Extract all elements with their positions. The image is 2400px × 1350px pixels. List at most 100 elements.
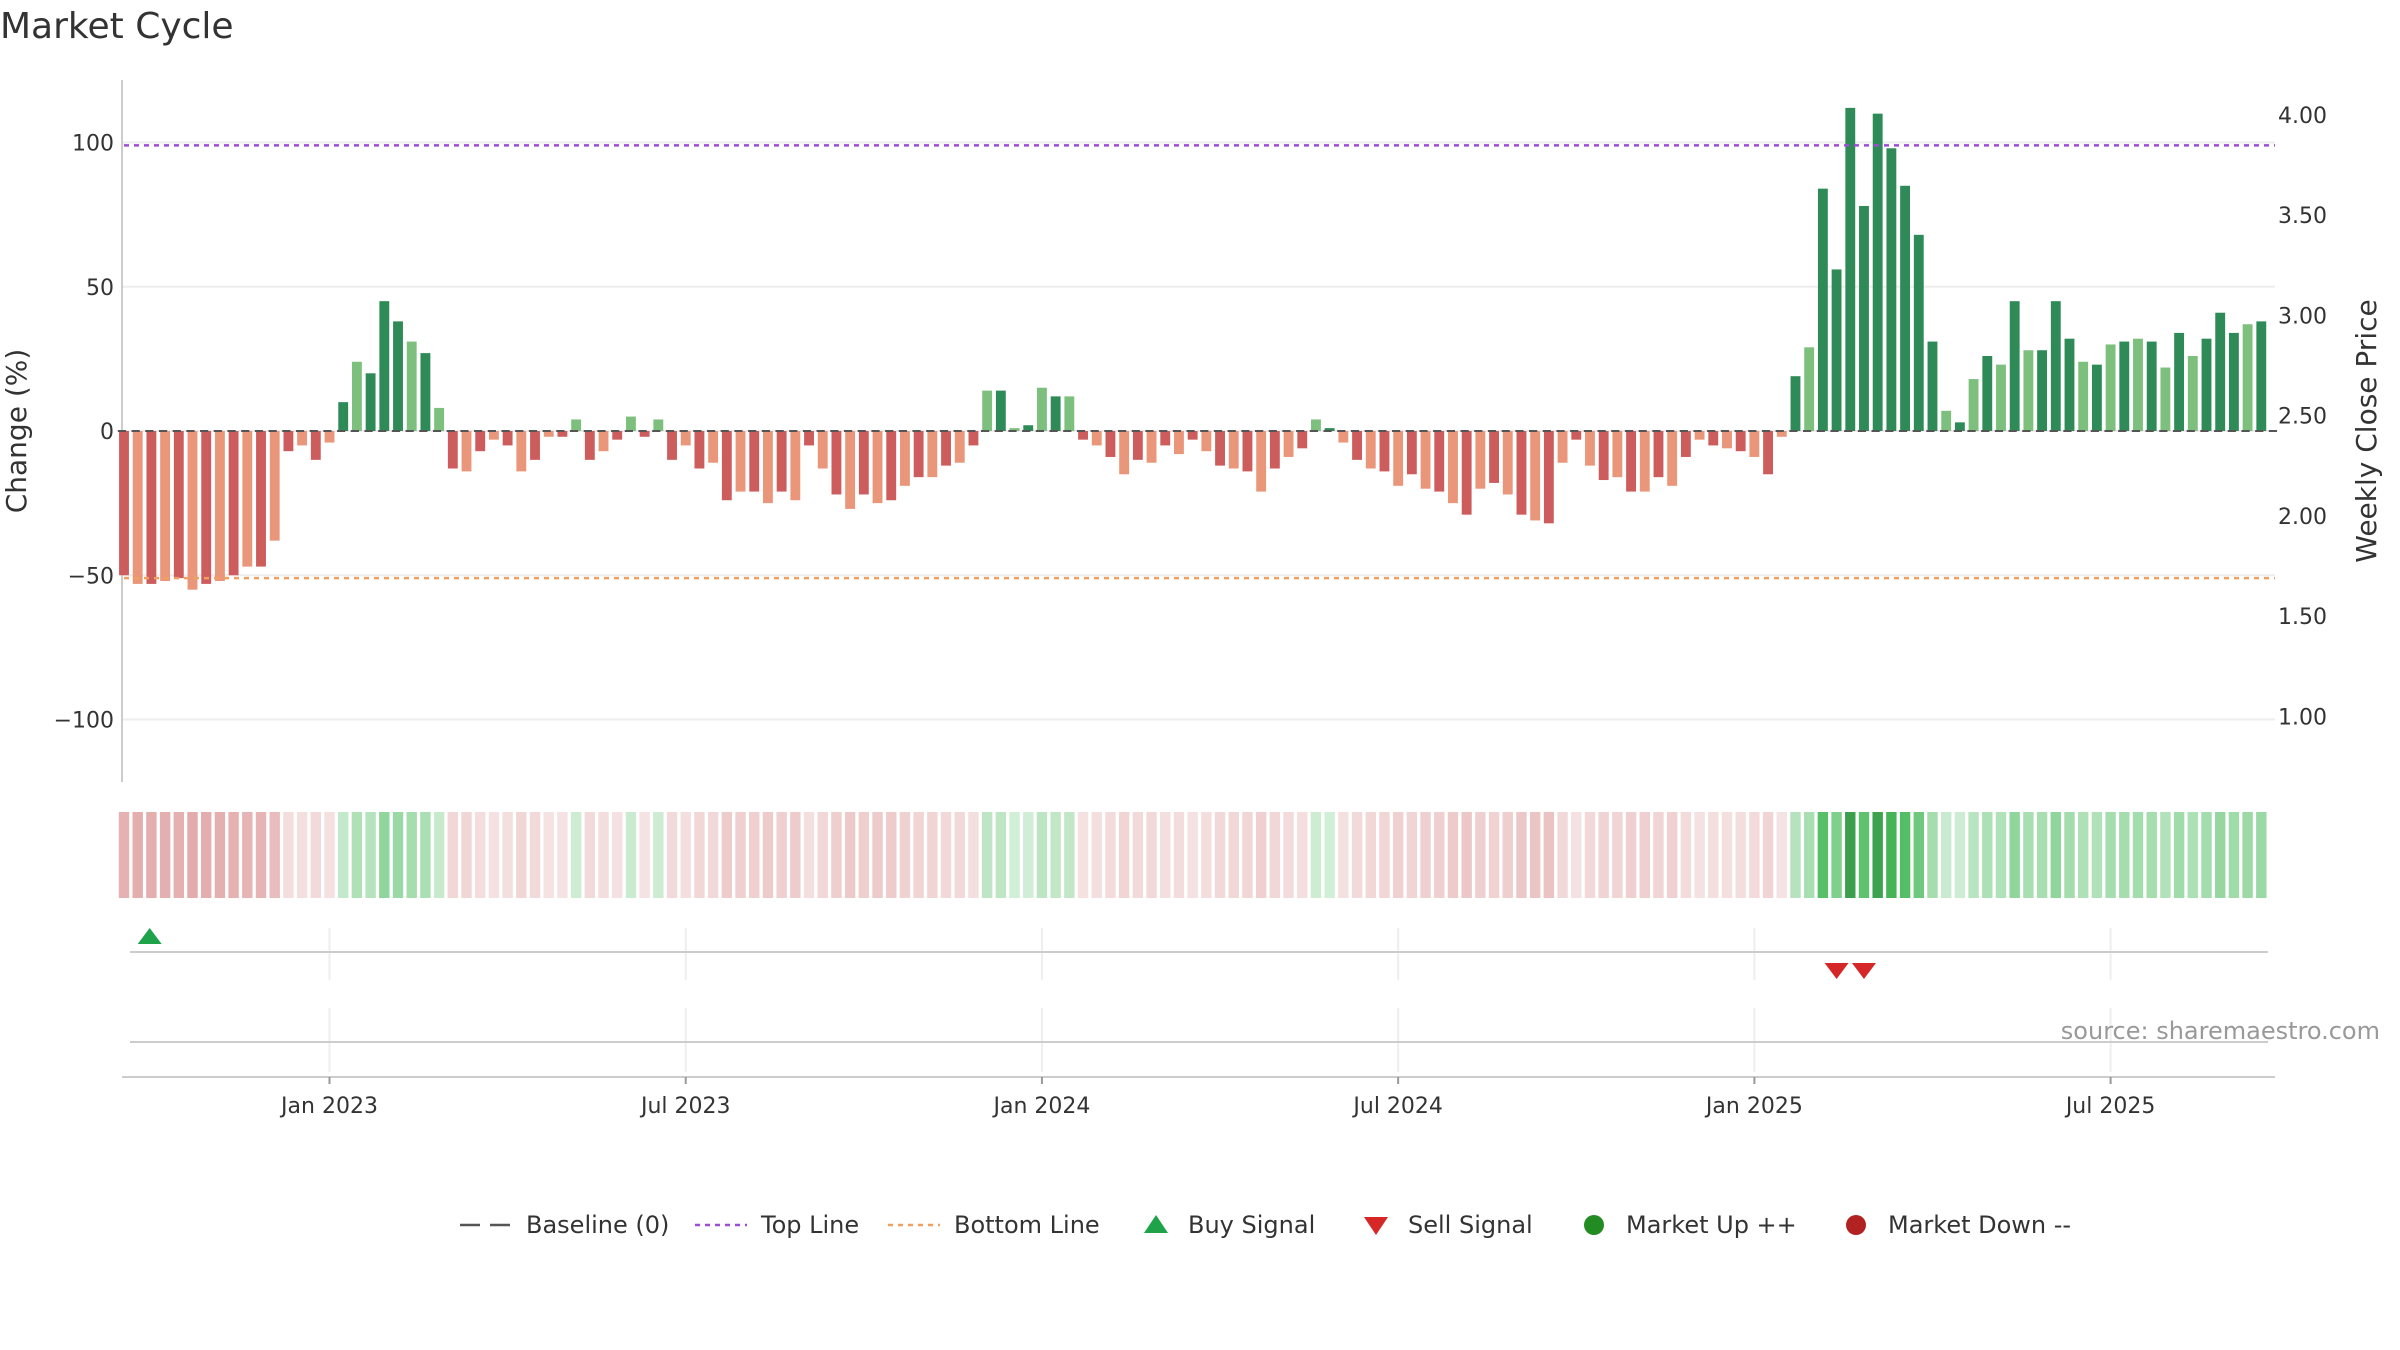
strip-cell <box>2146 812 2157 898</box>
change-bar <box>1763 431 1774 475</box>
strip-cell <box>242 812 253 898</box>
change-bar <box>1365 431 1376 469</box>
strip-cell <box>817 812 828 898</box>
change-bar <box>160 431 171 582</box>
left-axis-ticks: 100 50 0 −50 −100 <box>54 132 114 734</box>
strip-cell <box>146 812 157 898</box>
legend-label: Sell Signal <box>1408 1211 1533 1239</box>
change-bar <box>393 321 403 431</box>
strip-cell <box>1420 812 1431 898</box>
change-bar <box>982 390 993 431</box>
change-bar <box>502 431 513 446</box>
strip-cell <box>1598 812 1609 898</box>
change-bar <box>1352 431 1362 460</box>
change-bar <box>1174 431 1184 455</box>
change-bar <box>530 431 540 460</box>
strip-cell <box>1543 812 1555 898</box>
change-bars <box>119 107 2267 590</box>
strip-cell <box>831 812 842 898</box>
strip-cell <box>1858 812 1870 898</box>
strip-cell <box>338 812 349 898</box>
change-bar <box>475 431 486 452</box>
strip-cell <box>1790 812 1801 898</box>
change-bar <box>1913 234 1924 431</box>
strip-cell <box>2132 812 2144 898</box>
change-bar <box>1639 431 1650 492</box>
right-tick-label: 1.00 <box>2278 705 2327 730</box>
strip-cell <box>2091 812 2103 898</box>
strip-cell <box>2201 812 2212 898</box>
legend-label: Market Down -- <box>1888 1211 2071 1239</box>
strip-cell <box>324 812 335 898</box>
right-tick-label: 3.00 <box>2278 304 2327 329</box>
strip-cell <box>612 812 623 898</box>
strip-cell <box>2256 812 2267 898</box>
change-bar <box>2133 338 2143 431</box>
signals-gridlines <box>328 928 2112 1072</box>
change-bar <box>845 431 856 509</box>
change-bar <box>1872 113 1883 432</box>
change-bar <box>1680 431 1691 457</box>
legend-item: Top Line <box>695 1211 859 1239</box>
change-bar <box>1653 431 1664 478</box>
change-bar <box>735 431 746 492</box>
x-tick-label: Jul 2024 <box>1351 1094 1443 1119</box>
strip-cell <box>1214 812 1226 898</box>
strip-cell <box>1297 812 1308 898</box>
strip-cell <box>2023 812 2034 898</box>
strip-cell <box>762 812 774 898</box>
right-tick-label: 2.50 <box>2278 405 2327 430</box>
change-bar <box>2078 361 2089 431</box>
x-tick-label: Jul 2025 <box>2064 1094 2156 1119</box>
strip-cell <box>1064 812 1075 898</box>
strip-cell <box>310 812 322 898</box>
left-tick-label: 50 <box>86 276 114 301</box>
strip-cell <box>1612 812 1623 898</box>
strip-cell <box>200 812 212 898</box>
strip-cell <box>1721 812 1733 898</box>
change-bar <box>1037 387 1047 431</box>
strip-cell <box>1392 812 1404 898</box>
change-bar <box>1132 431 1143 460</box>
change-bar <box>1009 428 1020 431</box>
strip-cell <box>488 812 500 898</box>
strip-cell <box>1118 812 1130 898</box>
legend: Baseline (0) Top Line Bottom Line Buy Signa… <box>460 1211 2071 1239</box>
strip-cell <box>1516 812 1527 898</box>
right-tick-label: 1.50 <box>2278 605 2327 630</box>
change-bar <box>858 431 869 495</box>
strip-cell <box>749 812 760 898</box>
strip-cell <box>132 812 143 898</box>
change-bar <box>694 431 705 469</box>
strip-cell <box>228 812 239 898</box>
change-bar <box>2119 341 2130 431</box>
change-bar <box>639 431 650 437</box>
left-tick-label: 0 <box>100 420 114 445</box>
strip-cell <box>2064 812 2075 898</box>
strip-cell <box>1803 812 1815 898</box>
strip-cell <box>1023 812 1034 898</box>
change-bar <box>1954 422 1965 431</box>
change-bar <box>1324 428 1335 431</box>
legend-sell-swatch <box>1364 1217 1388 1235</box>
change-bar <box>2215 312 2226 431</box>
change-bar <box>543 431 554 437</box>
change-bar <box>1269 431 1280 469</box>
main-gridlines <box>122 141 2275 721</box>
change-bar <box>1502 431 1513 495</box>
change-bar <box>1146 431 1157 463</box>
change-bar <box>1105 431 1116 457</box>
strip-cell <box>2228 812 2240 898</box>
strip-cell <box>1584 812 1596 898</box>
right-axis-title: Weekly Close Price <box>2350 299 2383 562</box>
strip-cell <box>1899 812 1911 898</box>
change-bar <box>1941 410 1952 431</box>
change-bar <box>968 431 979 446</box>
strip-cell <box>433 812 445 898</box>
strip-cell <box>1461 812 1472 898</box>
strip-cell <box>639 812 650 898</box>
change-bar <box>612 431 623 440</box>
strip-cell <box>255 812 267 898</box>
strip-cell <box>529 812 541 898</box>
change-bar <box>1297 431 1308 449</box>
